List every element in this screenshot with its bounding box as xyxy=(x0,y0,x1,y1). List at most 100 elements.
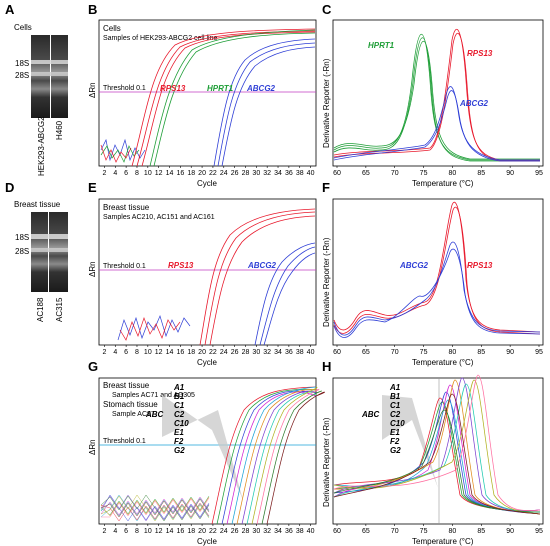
plot-b-x-tick-label: 14 xyxy=(166,170,174,177)
plot-g-x-tick-label: 12 xyxy=(155,528,163,535)
plot-g-x-tick-label: 30 xyxy=(252,528,260,535)
plot-g-noise xyxy=(100,494,210,522)
plot-c-frame xyxy=(332,19,544,167)
plot-g-x-tick-label: 26 xyxy=(231,528,239,535)
plot-g-x-tick-label: 24 xyxy=(220,528,228,535)
plot-c-curve-hprt1-1 xyxy=(333,33,540,161)
plot-h-clone-label: A1 xyxy=(389,383,401,392)
plot-b-x-tick-label: 18 xyxy=(187,170,195,177)
plot-g-clone-label: C2 xyxy=(174,410,185,419)
plot-b-x-tick-label: 40 xyxy=(307,170,315,177)
plot-b-x-tick-label: 16 xyxy=(176,170,184,177)
plot-g-clone-label: F2 xyxy=(174,437,184,446)
plot-e-ylabel: ΔRn xyxy=(88,261,97,277)
plot-c-label-abcg2: ABCG2 xyxy=(459,99,489,108)
plot-h-curves xyxy=(333,374,541,515)
panel-letter-f: F xyxy=(322,180,330,195)
gel-a-28s-label: 28S xyxy=(15,71,29,80)
plot-e-curve-abcg2-3 xyxy=(263,252,316,346)
panel-d: D Breast tissue 18S 28S AC188 AC315 xyxy=(5,180,68,322)
plot-e-threshold-label: Threshold 0.1 xyxy=(103,263,146,270)
plot-g-curve xyxy=(216,389,317,525)
plot-e-x-tick-label: 32 xyxy=(263,349,271,356)
gel-d-title: Breast tissue xyxy=(14,200,61,209)
plot-h-curve xyxy=(333,379,541,515)
plot-c-x-ticks: 60 65 70 75 80 85 90 95 xyxy=(333,166,543,177)
plot-g-frame xyxy=(98,377,317,525)
plot-b-noise-red xyxy=(100,144,132,163)
plot-g-noise xyxy=(101,497,210,518)
plot-f-x-tick-label: 75 xyxy=(420,349,428,356)
plot-b-title: Cells xyxy=(103,24,121,33)
plot-b-curve-abcg2-1 xyxy=(213,38,316,167)
plot-g-noise xyxy=(100,496,210,517)
plot-h-clone-label: G2 xyxy=(390,446,401,455)
plot-h-clone-label: F2 xyxy=(390,437,400,446)
plot-h-curve xyxy=(333,409,541,513)
plot-e-x-tick-label: 14 xyxy=(166,349,174,356)
plot-h-ylabel: Derivative Reporter (-Rn) xyxy=(322,417,331,507)
plot-c-x-tick-label: 85 xyxy=(477,170,485,177)
gel-d-28s-label: 28S xyxy=(15,247,29,256)
plot-f-label-abcg2: ABCG2 xyxy=(399,261,429,270)
plot-g-curve xyxy=(211,386,317,525)
plot-e-x-tick-label: 22 xyxy=(209,349,217,356)
plot-b-x-tick-label: 22 xyxy=(209,170,217,177)
plot-g-noise xyxy=(100,498,210,518)
panel-letter-c: C xyxy=(322,2,332,17)
plot-h-x-tick-label: 95 xyxy=(535,528,543,535)
plot-g-x-tick-label: 38 xyxy=(296,528,304,535)
plot-b-x-tick-label: 2 xyxy=(102,170,106,177)
plot-h-group-label: ABC xyxy=(361,410,380,419)
plot-e-x-tick-label: 36 xyxy=(285,349,293,356)
gel-a-lane-1 xyxy=(31,35,50,118)
plot-g-noise xyxy=(100,494,210,522)
plot-b-noise-blue xyxy=(100,138,146,162)
plot-g-x-tick-label: 6 xyxy=(124,528,128,535)
plot-b-x-tick-label: 28 xyxy=(242,170,250,177)
plot-e-label-rps13: RPS13 xyxy=(168,261,194,270)
plot-e-x-tick-label: 18 xyxy=(187,349,195,356)
plot-g-subtitle: Samples AC71 and AC305 xyxy=(112,392,195,399)
plot-g-curves xyxy=(100,386,325,525)
plot-h-clone-label: E1 xyxy=(390,428,400,437)
plot-b-x-tick-label: 24 xyxy=(220,170,228,177)
plot-g-x-tick-label: 16 xyxy=(176,528,184,535)
plot-h-x-ticks: 60 65 70 75 80 85 90 95 xyxy=(333,524,543,535)
plot-h-clone-label: C1 xyxy=(390,401,401,410)
plot-h-x-tick-label: 85 xyxy=(477,528,485,535)
plot-g-x-tick-label: 14 xyxy=(166,528,174,535)
plot-g-title2: Stomach tissue xyxy=(103,400,158,409)
plot-g-title: Breast tissue xyxy=(103,381,150,390)
plot-b-curve-rps13-3 xyxy=(141,31,316,167)
plot-b-x-tick-label: 4 xyxy=(113,170,117,177)
plot-b-x-tick-label: 10 xyxy=(144,170,152,177)
plot-f-curve-rps13-2 xyxy=(333,206,541,335)
plot-h-curve xyxy=(333,391,541,515)
plot-g-curve xyxy=(236,389,317,525)
panel-b: B Cells Samples of HEK293-ABCG2 cell lin… xyxy=(88,2,317,188)
plot-e-x-tick-label: 2 xyxy=(102,349,106,356)
gel-a-lane-2 xyxy=(51,35,68,118)
plot-c-x-tick-label: 75 xyxy=(420,170,428,177)
plot-g-curve xyxy=(251,386,318,525)
gel-a-18s-label: 18S xyxy=(15,59,29,68)
plot-g-bracket-shade xyxy=(162,395,243,500)
plot-e-noise-blue xyxy=(117,314,191,341)
plot-b-noise-green xyxy=(100,145,140,163)
plot-e-x-ticks: 2 4 6 8 10 12 14 16 18 20 22 24 26 28 30 32 34 36 38 40 xyxy=(102,345,315,356)
plot-e-x-tick-label: 38 xyxy=(296,349,304,356)
plot-f-x-ticks: 60 65 70 75 80 85 90 95 xyxy=(333,345,543,356)
plot-g-curve xyxy=(241,390,317,525)
plot-h-curve xyxy=(333,393,541,515)
plot-e-noise-red xyxy=(119,316,181,341)
plot-f-x-tick-label: 95 xyxy=(535,349,543,356)
plot-b-xlabel: Cycle xyxy=(197,179,218,188)
plot-h-curve xyxy=(333,377,541,512)
plot-g-clone-label: A1 xyxy=(173,383,185,392)
plot-b-x-ticks: 2 4 6 8 10 12 14 16 18 20 22 24 26 28 30 32 34 36 38 40 xyxy=(102,166,315,177)
plot-e-x-tick-label: 6 xyxy=(124,349,128,356)
plot-g-curve xyxy=(266,391,325,525)
plot-g-x-tick-label: 28 xyxy=(242,528,250,535)
